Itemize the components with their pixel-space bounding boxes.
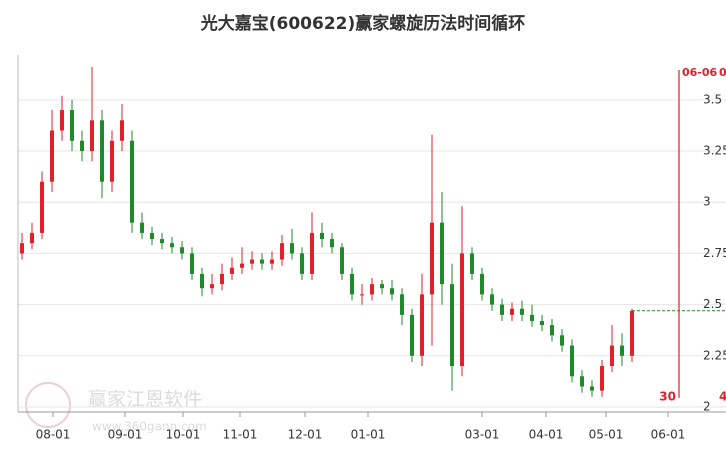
candle-body — [60, 110, 64, 131]
candle-body — [220, 273, 224, 285]
candle-body — [130, 140, 134, 223]
candle-body — [380, 284, 384, 289]
candle-body — [110, 140, 114, 182]
candle-body — [610, 345, 614, 367]
candle-body — [460, 253, 464, 367]
candle-body — [370, 284, 374, 295]
watermark-url: www.360gann.com — [92, 420, 207, 434]
candle-body — [150, 232, 154, 240]
candle-body — [80, 140, 84, 152]
candle-body — [190, 253, 194, 274]
candle-body — [90, 120, 94, 152]
candle-body — [250, 259, 254, 264]
candle-body — [410, 314, 414, 356]
watermark-logo — [25, 382, 71, 428]
candle-body — [270, 259, 274, 264]
y-tick-label: 3.5 — [703, 92, 722, 106]
candle-body — [500, 304, 504, 315]
candle-body — [540, 320, 544, 326]
candle-body — [620, 345, 624, 356]
candle-body — [320, 232, 324, 240]
candle-body — [300, 253, 304, 274]
candle-body — [520, 308, 524, 315]
candle-body — [330, 239, 334, 248]
candle-body — [590, 386, 594, 391]
candle-body — [560, 335, 564, 346]
candle-body — [310, 232, 314, 274]
candle-body — [200, 273, 204, 289]
candle-body — [600, 366, 604, 391]
candle-body — [440, 222, 444, 285]
y-tick-label: 2.75 — [703, 246, 726, 260]
x-tick-label: 12-01 — [288, 428, 323, 442]
x-tick-label: 09-01 — [108, 428, 143, 442]
candle-body — [120, 120, 124, 141]
candle-body — [510, 308, 514, 315]
y-tick-label: 2 — [703, 400, 711, 414]
candle-body — [630, 310, 634, 356]
x-tick-label: 03-01 — [465, 428, 500, 442]
x-tick-label: 05-01 — [589, 428, 624, 442]
candle-body — [550, 325, 554, 336]
candle-body — [240, 263, 244, 268]
candle-body — [260, 259, 264, 264]
y-tick-label: 3 — [703, 195, 711, 209]
y-tick-label: 3.25 — [703, 144, 726, 158]
candle-body — [420, 294, 424, 356]
candle-body — [280, 243, 284, 260]
candle-body — [160, 239, 164, 244]
candle-body — [530, 314, 534, 321]
event-count: 30 — [659, 390, 676, 404]
candle-body — [450, 284, 454, 367]
candle-body — [30, 232, 34, 244]
candle-body — [480, 273, 484, 295]
x-tick-label: 08-01 — [36, 428, 71, 442]
chart-title: 光大嘉宝(600622)赢家螺旋历法时间循环 — [200, 13, 526, 34]
x-tick-label: 04-01 — [529, 428, 564, 442]
candle-body — [570, 345, 574, 377]
candle-body — [490, 294, 494, 305]
candle-body — [230, 267, 234, 274]
watermark-text: 赢家江恩软件 — [88, 389, 202, 411]
y-tick-label: 2.25 — [703, 348, 726, 362]
candle-body — [140, 222, 144, 233]
candle-body — [100, 120, 104, 182]
candle-body — [350, 273, 354, 295]
candle-body — [70, 110, 74, 141]
x-tick-label: 11-01 — [223, 428, 258, 442]
event-label: 06-06 — [682, 66, 718, 79]
candle-body — [470, 253, 474, 274]
candle-body — [20, 243, 24, 254]
candle-body — [430, 222, 434, 295]
candle-body — [40, 181, 44, 233]
candle-body — [360, 294, 364, 296]
candle-body — [290, 243, 294, 254]
candle-body — [210, 284, 214, 289]
candle-body — [340, 247, 344, 274]
event-label-extra: 0 — [719, 66, 726, 79]
x-tick-label: 06-01 — [651, 428, 686, 442]
candle-body — [50, 130, 54, 182]
candle-body — [180, 247, 184, 254]
candle-body — [400, 294, 404, 315]
candle-body — [390, 288, 394, 295]
x-tick-label: 10-01 — [166, 428, 201, 442]
y-tick-label: 2.5 — [703, 297, 722, 311]
watermark: 赢家江恩软件 www.360gann.com — [25, 382, 207, 434]
x-tick-label: 01-01 — [351, 428, 386, 442]
candle-body — [580, 376, 584, 387]
event-count-extra: 4 — [719, 390, 726, 404]
candle-body — [170, 243, 174, 248]
